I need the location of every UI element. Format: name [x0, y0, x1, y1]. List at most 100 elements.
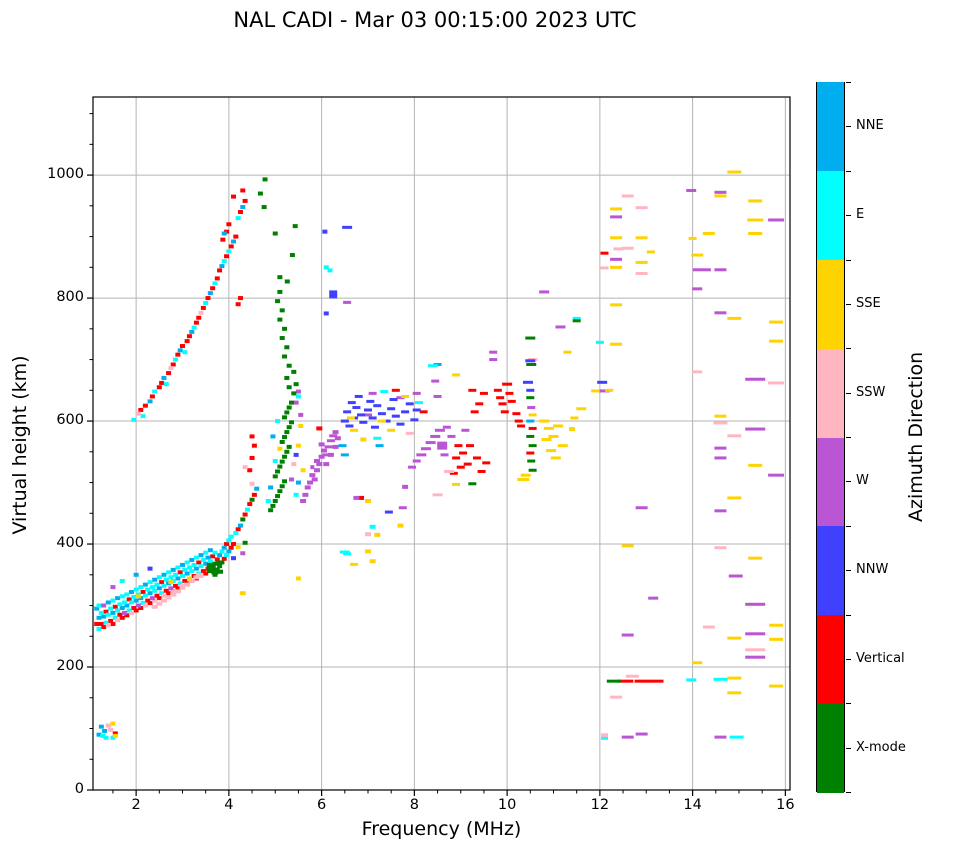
data-point-e — [133, 587, 139, 592]
data-point-w — [416, 453, 427, 457]
data-point-e — [156, 575, 162, 580]
data-point-sse — [591, 389, 600, 393]
colorbar-segment-nne — [817, 82, 844, 172]
data-point-e — [265, 498, 271, 503]
data-point-nne — [96, 732, 102, 737]
data-point-ssw — [713, 421, 728, 425]
data-point-vertical — [502, 382, 513, 386]
data-point-vertical — [214, 557, 220, 562]
data-point-vertical — [94, 621, 100, 626]
data-point-w — [648, 596, 659, 600]
data-point-nne — [156, 586, 162, 591]
data-point-nne — [180, 562, 186, 567]
data-point-ssw — [745, 648, 766, 652]
data-point-sse — [239, 591, 246, 596]
colorbar-label-x-mode: X-mode — [856, 739, 906, 755]
data-point-e — [152, 588, 158, 593]
data-point-e — [131, 417, 137, 422]
data-point-w — [122, 610, 128, 615]
data-point-sse — [350, 562, 359, 566]
data-point-vertical — [237, 296, 243, 301]
data-point-e — [182, 350, 188, 355]
data-point-ssw — [152, 598, 158, 603]
data-point-x-mode — [291, 369, 297, 374]
data-point-nnw — [345, 424, 354, 428]
data-point-vertical — [472, 456, 481, 460]
data-point-vertical — [193, 320, 199, 325]
plot-border — [92, 96, 791, 791]
y-tick-label: 400 — [56, 535, 84, 552]
data-point-x-mode — [293, 382, 299, 387]
data-point-sse — [727, 676, 742, 680]
data-point-ssw — [621, 194, 634, 198]
data-point-w — [489, 358, 498, 362]
data-point-x-mode — [286, 425, 292, 430]
data-point-vertical — [634, 679, 649, 683]
data-point-sse — [635, 236, 648, 240]
data-point-e — [103, 735, 109, 740]
data-point-x-mode — [219, 560, 225, 565]
colorbar-label-vertical: Vertical — [856, 650, 905, 666]
data-point-w — [420, 447, 431, 451]
data-point-w — [318, 454, 325, 459]
data-point-sse — [576, 407, 587, 411]
x-tick-label: 6 — [316, 797, 327, 813]
data-point-ssw — [160, 598, 167, 603]
data-point-vertical — [154, 593, 160, 598]
data-point-x-mode — [288, 400, 294, 405]
data-point-x-mode — [249, 497, 255, 502]
data-point-nnw — [373, 404, 382, 408]
data-point-e — [173, 572, 179, 577]
data-point-ssw — [702, 625, 715, 629]
data-point-x-mode — [286, 385, 292, 390]
data-point-vertical — [452, 456, 461, 460]
colorbar-label-ssw: SSW — [856, 384, 886, 400]
colorbar-label-nnw: NNW — [856, 562, 889, 578]
data-point-ssw — [115, 618, 121, 623]
data-point-nnw — [526, 388, 535, 392]
data-point-ssw — [156, 601, 163, 606]
data-point-e — [138, 585, 144, 590]
data-point-e — [184, 560, 190, 565]
data-point-nne — [133, 572, 139, 577]
data-point-x-mode — [279, 308, 285, 313]
data-point-vertical — [517, 424, 526, 428]
data-point-w — [433, 394, 442, 398]
data-point-nne — [170, 567, 176, 572]
data-point-vertical — [159, 580, 165, 585]
data-point-sse — [539, 419, 550, 423]
data-point-w — [442, 425, 451, 429]
data-point-vertical — [131, 605, 137, 610]
data-point-w — [298, 412, 304, 417]
data-point-nne — [101, 614, 107, 619]
data-point-sse — [168, 580, 174, 585]
data-point-e — [226, 249, 232, 254]
data-point-nnw — [405, 402, 414, 406]
data-point-e — [96, 603, 102, 608]
data-point-vertical — [470, 410, 479, 414]
data-point-e — [110, 598, 116, 603]
data-point-w — [304, 485, 311, 490]
data-point-nnw — [412, 408, 421, 412]
data-point-sse — [769, 320, 784, 324]
data-point-x-mode — [284, 345, 290, 350]
data-point-x-mode — [572, 319, 581, 323]
colorbar-tick — [846, 303, 851, 305]
data-point-sse — [295, 576, 301, 581]
data-point-sse — [110, 721, 116, 726]
data-point-ssw — [768, 381, 785, 385]
data-point-sse — [610, 342, 623, 346]
data-point-x-mode — [289, 253, 295, 258]
data-point-sse — [387, 428, 396, 432]
data-point-e — [124, 592, 130, 597]
data-point-sse — [520, 473, 531, 477]
data-point-e — [200, 558, 206, 563]
data-point-sse — [548, 434, 559, 438]
data-point-vertical — [512, 412, 521, 416]
data-point-w — [240, 551, 246, 556]
data-point-w — [714, 446, 727, 450]
data-point-w — [610, 257, 623, 261]
data-point-e — [163, 382, 169, 387]
data-point-nne — [119, 605, 125, 610]
data-point-x-mode — [527, 459, 536, 463]
